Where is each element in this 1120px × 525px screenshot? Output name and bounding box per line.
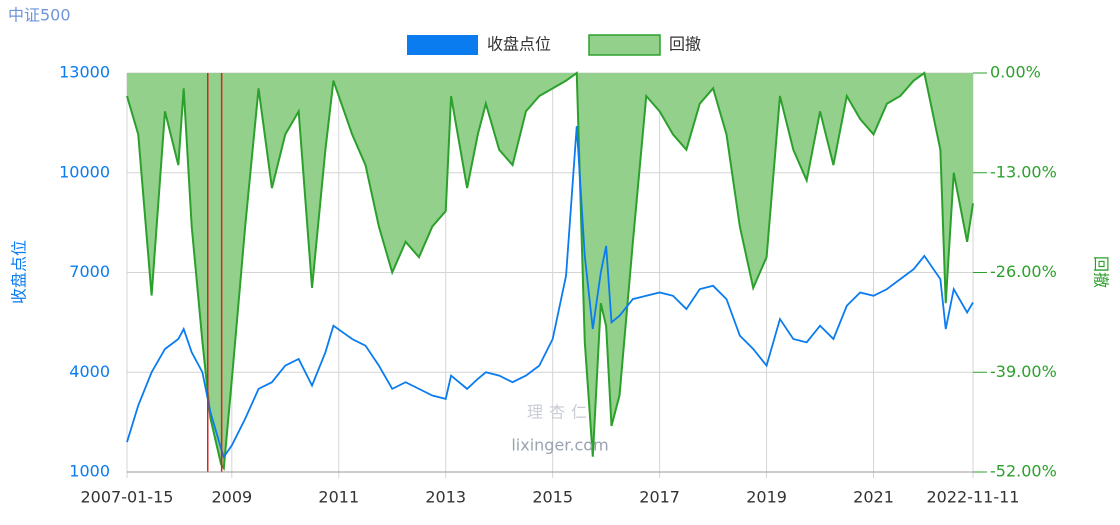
- y-axis-title: 收盘点位: [10, 240, 29, 304]
- y2-tick-label: 0.00%: [990, 63, 1041, 82]
- close-line: [126, 126, 974, 460]
- y2-axis-title: 回撤: [1092, 256, 1111, 288]
- legend-swatch: [407, 35, 478, 55]
- x-tick-label: 2019: [746, 488, 787, 507]
- watermark: lixinger.com: [511, 436, 608, 455]
- x-tick-label: 2011: [318, 488, 359, 507]
- y-tick-label: 13000: [59, 63, 110, 82]
- legend-label: 回撤: [669, 35, 701, 54]
- legend-swatch: [588, 34, 661, 56]
- x-tick-label: 2015: [532, 488, 573, 507]
- drawdown-area: [127, 73, 973, 469]
- watermark: 理杏仁: [527, 403, 593, 422]
- y-tick-label: 10000: [59, 162, 110, 181]
- y2-tick-label: -39.00%: [990, 362, 1057, 381]
- x-tick-label: 2013: [425, 488, 466, 507]
- y-tick-label: 1000: [69, 462, 110, 481]
- y2-tick-label: -52.00%: [990, 462, 1057, 481]
- y2-tick-label: -26.00%: [990, 262, 1057, 281]
- chart-title: 中证500: [8, 6, 71, 25]
- legend-label: 收盘点位: [487, 35, 551, 54]
- y2-tick-label: -13.00%: [990, 162, 1057, 181]
- x-tick-label: 2021: [853, 488, 894, 507]
- x-tick-label: 2007-01-15: [81, 488, 174, 507]
- x-tick-label: 2009: [211, 488, 252, 507]
- x-tick-label: 2022-11-11: [927, 488, 1020, 507]
- drawdown-line: [126, 71, 974, 471]
- y-tick-label: 4000: [69, 362, 110, 381]
- y-tick-label: 7000: [69, 262, 110, 281]
- x-tick-label: 2017: [639, 488, 680, 507]
